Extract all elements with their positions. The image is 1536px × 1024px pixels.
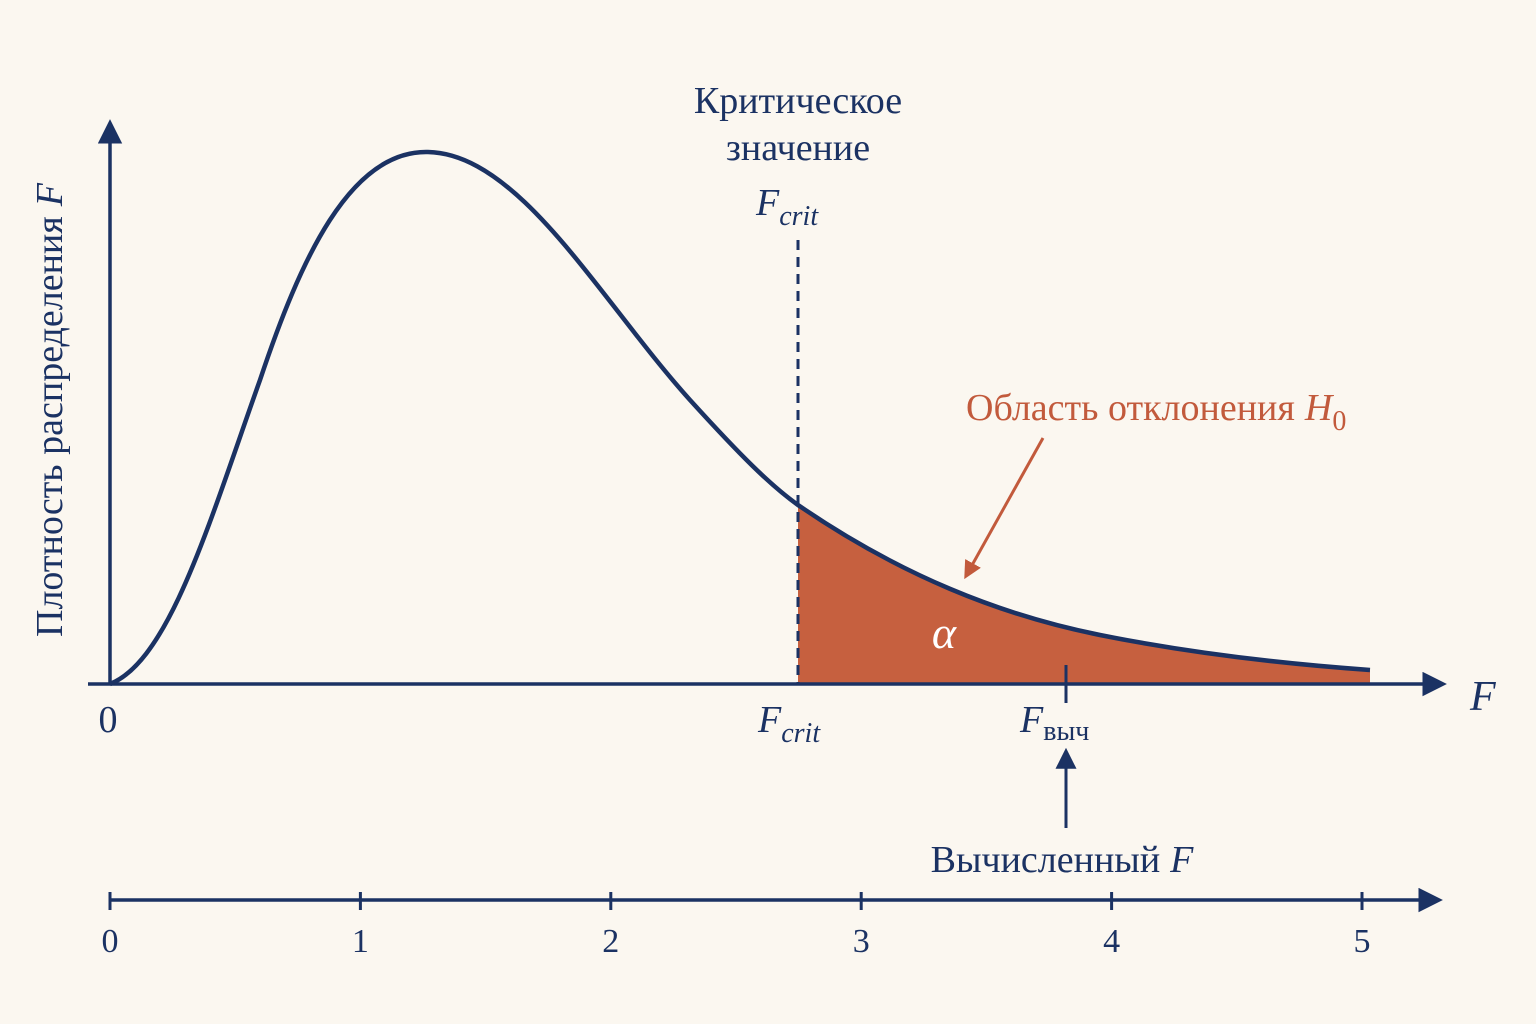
subscript: выч [1043,716,1089,747]
y-axis-label: Плотность распределения F [29,182,71,637]
critical-label-line: значение [726,127,870,169]
symbol: F [755,182,780,224]
tick-label: 1 [352,923,369,960]
symbol: F [1019,699,1044,741]
subscript: 0 [1332,406,1346,437]
symbol: F [29,182,71,207]
symbol: H [1304,387,1335,429]
origin-label: 0 [99,699,118,741]
symbol: F [1169,839,1194,881]
tick-label: 0 [102,923,119,960]
rejection-label: Область отклонения H0 [966,387,1346,437]
symbol: F [757,699,782,741]
subscript: crit [779,201,819,232]
critical-label-line: Критическое [694,80,902,122]
rejection-area [798,505,1370,684]
text: Область отклонения [966,387,1295,429]
calc-label: Вычисленный F [931,839,1195,881]
text: Плотность распределения [29,216,71,637]
tick-label: 5 [1354,923,1371,960]
f-calc: Fвыч [1019,699,1089,747]
text: Вычисленный [931,839,1161,881]
f-crit-axis: Fcrit [757,699,821,749]
tick-label: 2 [602,923,619,960]
tick-label: 3 [853,923,870,960]
density-curve [109,149,1371,687]
scale-ticks: 0 1 2 3 4 5 [102,892,1371,960]
rejection-arrow [964,437,1045,580]
alpha: α [932,607,957,658]
tick-label: 4 [1103,923,1120,960]
f-crit-top: Fcrit [755,182,819,232]
x-axis-label: F [1469,674,1496,720]
subscript: crit [781,718,821,749]
